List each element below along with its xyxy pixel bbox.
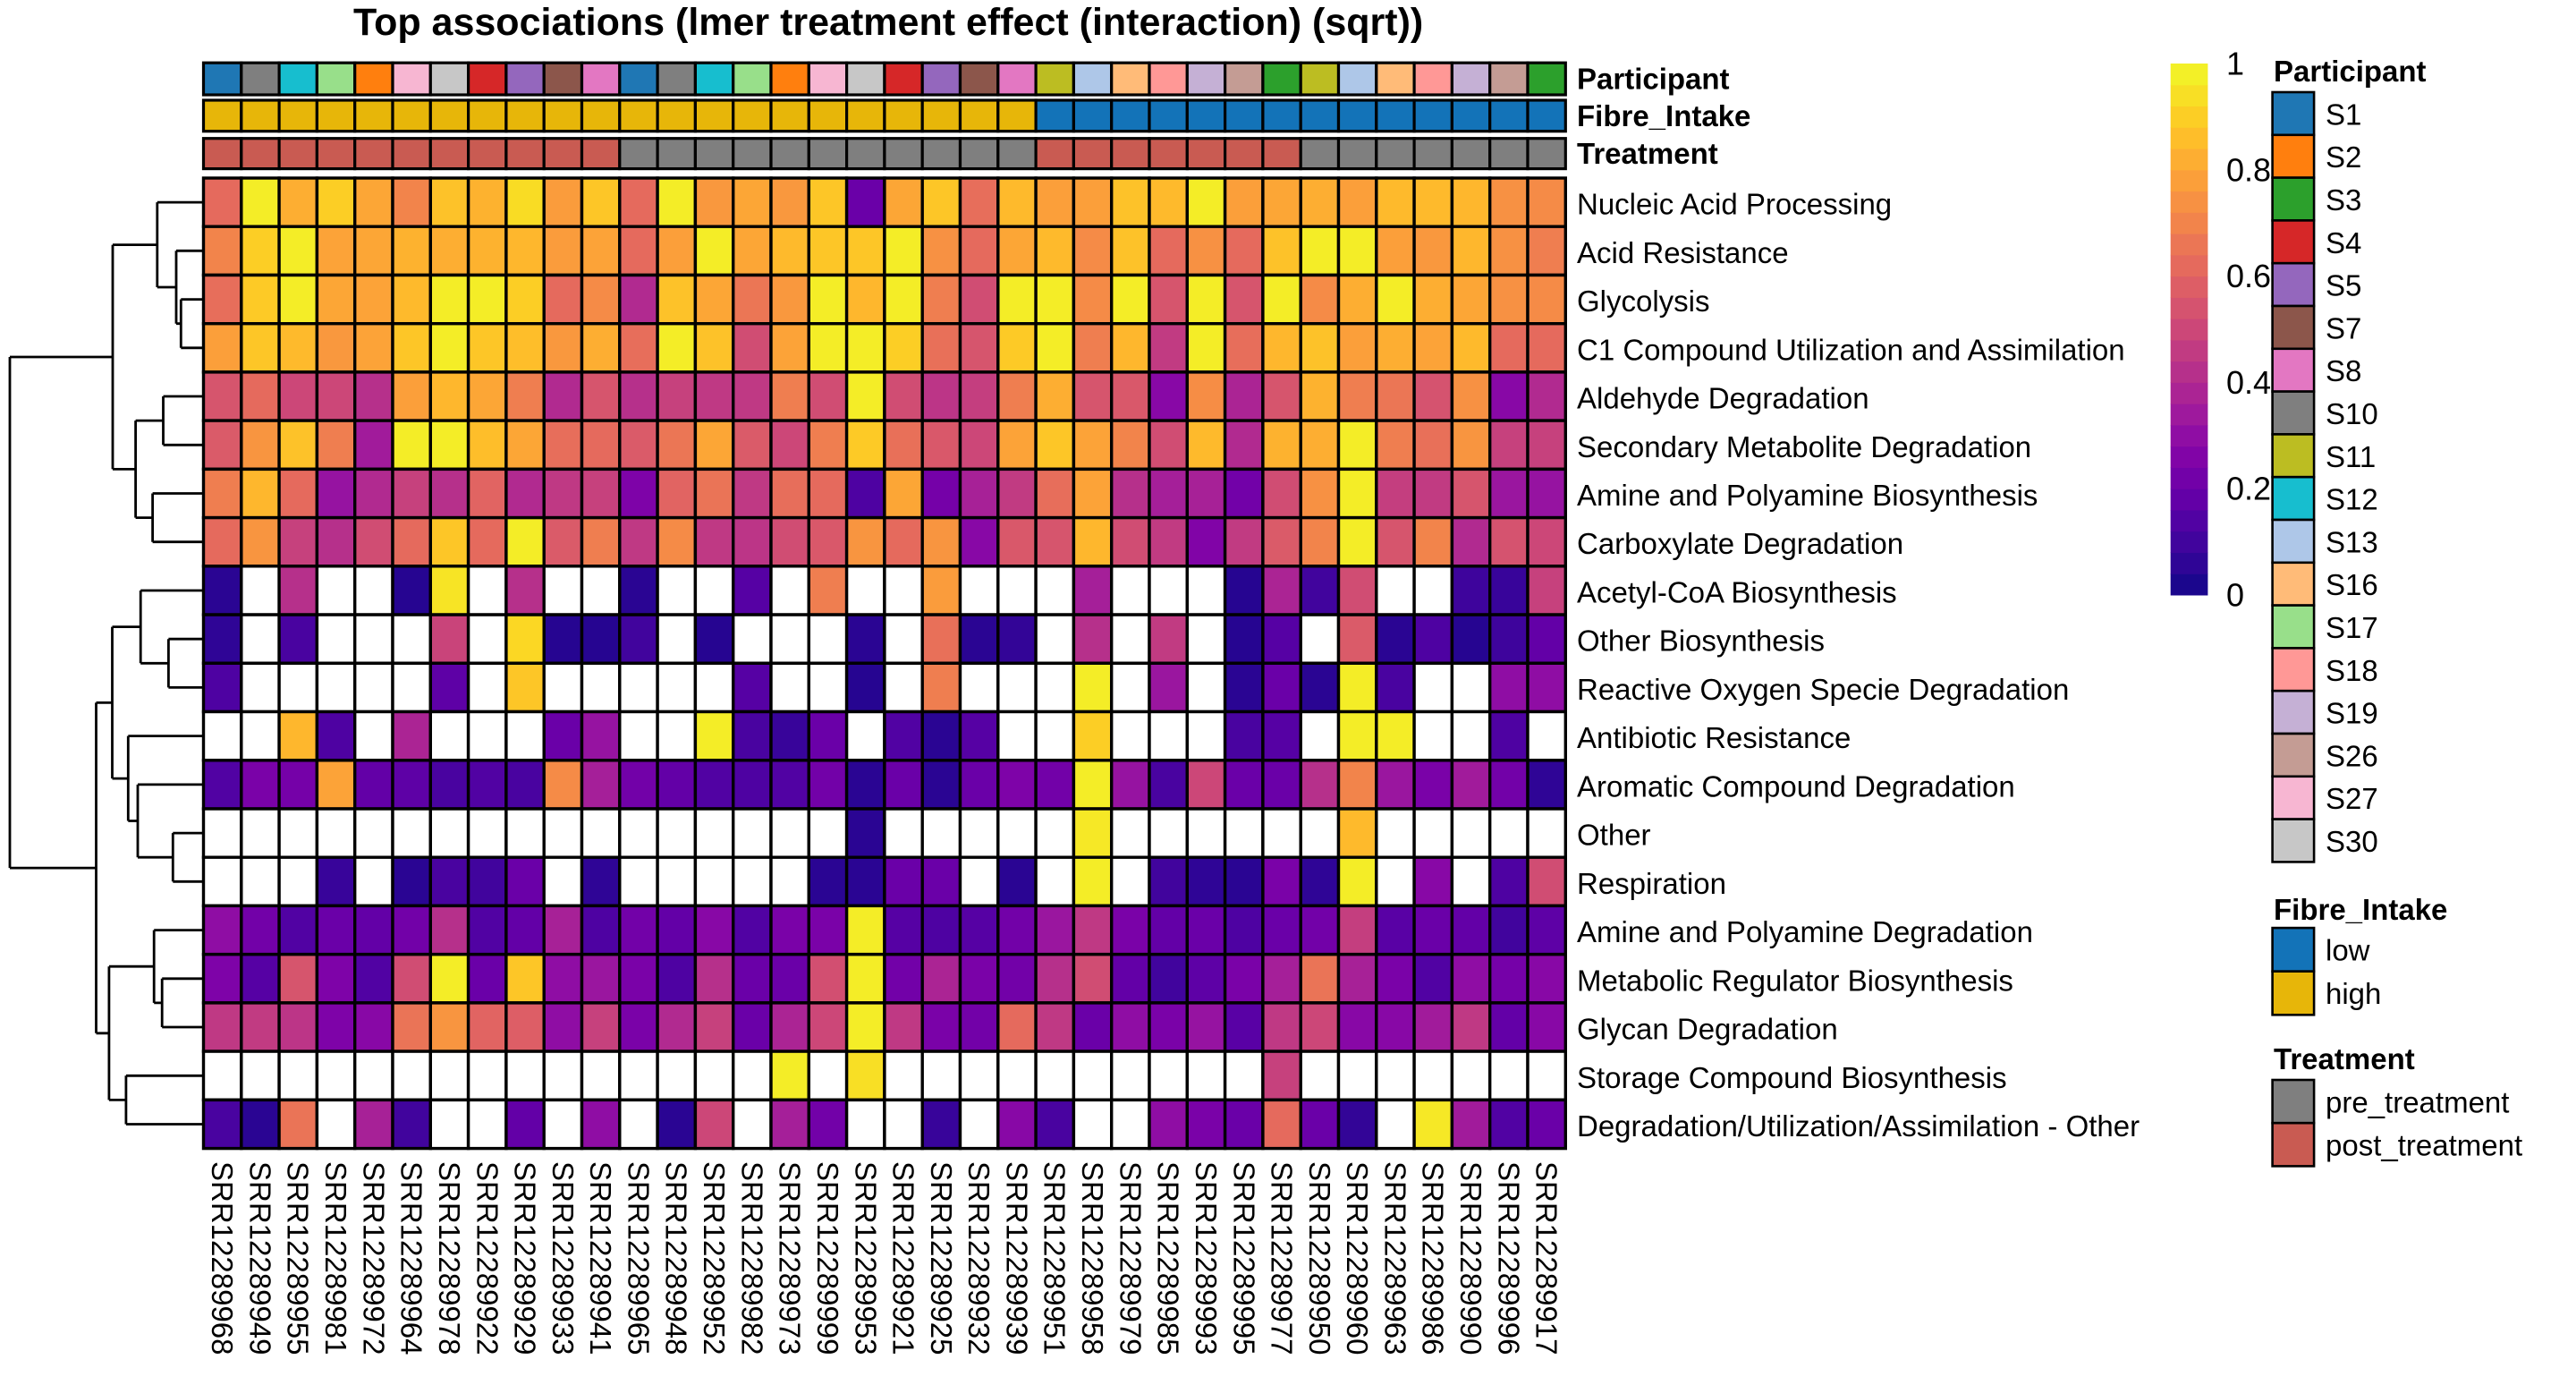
svg-text:Metabolic Regulator Biosynthes: Metabolic Regulator Biosynthesis xyxy=(1577,964,2013,997)
svg-text:SRR12289939: SRR12289939 xyxy=(1000,1161,1033,1355)
svg-text:SRR12289979: SRR12289979 xyxy=(1114,1161,1147,1355)
svg-text:S19: S19 xyxy=(2326,697,2378,730)
svg-text:0.4: 0.4 xyxy=(2226,364,2271,401)
svg-text:SRR12289968: SRR12289968 xyxy=(206,1161,239,1355)
svg-text:1: 1 xyxy=(2226,46,2244,82)
svg-text:Treatment: Treatment xyxy=(1577,137,1718,170)
svg-text:Degradation/Utilization/Assimi: Degradation/Utilization/Assimilation - O… xyxy=(1577,1109,2140,1143)
svg-text:SRR12289982: SRR12289982 xyxy=(735,1161,768,1355)
svg-text:Nucleic Acid Processing: Nucleic Acid Processing xyxy=(1577,188,1892,221)
svg-text:Aromatic Compound Degradation: Aromatic Compound Degradation xyxy=(1577,769,2015,803)
svg-text:Other Biosynthesis: Other Biosynthesis xyxy=(1577,625,1825,658)
svg-text:Reactive Oxygen Specie Degrada: Reactive Oxygen Specie Degradation xyxy=(1577,673,2069,706)
svg-text:SRR12289922: SRR12289922 xyxy=(470,1161,504,1355)
svg-text:Acid Resistance: Acid Resistance xyxy=(1577,236,1789,269)
svg-text:SRR12289981: SRR12289981 xyxy=(319,1161,352,1355)
svg-text:S30: S30 xyxy=(2326,825,2378,858)
svg-text:SRR12289958: SRR12289958 xyxy=(1076,1161,1109,1355)
svg-text:SRR12289993: SRR12289993 xyxy=(1190,1161,1223,1355)
svg-text:S26: S26 xyxy=(2326,739,2378,772)
svg-text:SRR12289941: SRR12289941 xyxy=(584,1161,617,1355)
svg-text:SRR12289972: SRR12289972 xyxy=(357,1161,390,1355)
svg-text:S8: S8 xyxy=(2326,354,2361,387)
svg-text:Fibre_Intake: Fibre_Intake xyxy=(1577,99,1750,132)
svg-text:SRR12289978: SRR12289978 xyxy=(433,1161,466,1355)
svg-text:SRR12289951: SRR12289951 xyxy=(1038,1161,1072,1355)
svg-text:SRR12289955: SRR12289955 xyxy=(282,1161,315,1355)
svg-text:S7: S7 xyxy=(2326,311,2361,344)
svg-text:Participant: Participant xyxy=(1577,63,1730,96)
svg-text:0.2: 0.2 xyxy=(2226,471,2271,507)
svg-text:S13: S13 xyxy=(2326,525,2378,558)
svg-text:S16: S16 xyxy=(2326,568,2378,601)
svg-text:SRR12289952: SRR12289952 xyxy=(698,1161,731,1355)
svg-text:0.6: 0.6 xyxy=(2226,258,2271,294)
svg-text:Carboxylate Degradation: Carboxylate Degradation xyxy=(1577,527,1903,560)
svg-text:S11: S11 xyxy=(2326,440,2376,473)
svg-text:SRR12289965: SRR12289965 xyxy=(623,1161,656,1355)
svg-text:S1: S1 xyxy=(2326,98,2361,131)
svg-text:S17: S17 xyxy=(2326,611,2378,644)
svg-text:SRR12289933: SRR12289933 xyxy=(547,1161,580,1355)
svg-text:SRR12289921: SRR12289921 xyxy=(887,1161,920,1355)
svg-text:Antibiotic Resistance: Antibiotic Resistance xyxy=(1577,721,1851,754)
svg-text:0.8: 0.8 xyxy=(2226,151,2271,188)
svg-text:SRR12289996: SRR12289996 xyxy=(1492,1161,1525,1355)
svg-text:Respiration: Respiration xyxy=(1577,867,1726,900)
svg-text:C1 Compound Utilization and As: C1 Compound Utilization and Assimilation xyxy=(1577,333,2125,366)
svg-text:SRR12289985: SRR12289985 xyxy=(1152,1161,1185,1355)
svg-text:SRR12289949: SRR12289949 xyxy=(243,1161,276,1355)
svg-text:SRR12289960: SRR12289960 xyxy=(1341,1161,1374,1355)
svg-text:SRR12289950: SRR12289950 xyxy=(1303,1161,1336,1355)
svg-text:Glycolysis: Glycolysis xyxy=(1577,285,1710,318)
svg-text:Treatment: Treatment xyxy=(2274,1042,2415,1075)
svg-text:0: 0 xyxy=(2226,577,2244,614)
svg-text:SRR12289932: SRR12289932 xyxy=(962,1161,996,1355)
svg-text:SRR12289948: SRR12289948 xyxy=(660,1161,693,1355)
svg-text:Glycan Degradation: Glycan Degradation xyxy=(1577,1013,1838,1046)
svg-text:Aldehyde Degradation: Aldehyde Degradation xyxy=(1577,382,1869,415)
svg-text:S27: S27 xyxy=(2326,782,2378,815)
svg-text:SRR12289995: SRR12289995 xyxy=(1227,1161,1260,1355)
svg-text:SRR12289990: SRR12289990 xyxy=(1454,1161,1487,1355)
svg-text:low: low xyxy=(2326,934,2370,967)
svg-text:S2: S2 xyxy=(2326,140,2361,174)
svg-text:Participant: Participant xyxy=(2274,55,2427,88)
svg-text:Acetyl-CoA Biosynthesis: Acetyl-CoA Biosynthesis xyxy=(1577,576,1897,609)
svg-text:pre_treatment: pre_treatment xyxy=(2326,1086,2509,1119)
svg-text:S12: S12 xyxy=(2326,483,2378,516)
svg-text:high: high xyxy=(2326,977,2381,1010)
svg-text:S3: S3 xyxy=(2326,183,2361,217)
svg-text:S18: S18 xyxy=(2326,654,2378,687)
svg-text:S10: S10 xyxy=(2326,397,2378,430)
svg-text:Secondary Metabolite Degradati: Secondary Metabolite Degradation xyxy=(1577,430,2031,463)
svg-text:SRR12289964: SRR12289964 xyxy=(395,1161,428,1355)
svg-text:SRR12289917: SRR12289917 xyxy=(1530,1161,1563,1355)
svg-text:post_treatment: post_treatment xyxy=(2326,1129,2522,1162)
svg-text:SRR12289929: SRR12289929 xyxy=(509,1161,542,1355)
svg-text:Other: Other xyxy=(1577,819,1651,852)
svg-text:Top associations (lmer treatme: Top associations (lmer treatment effect … xyxy=(353,1,1423,44)
svg-text:SRR12289925: SRR12289925 xyxy=(925,1161,958,1355)
svg-text:SRR12289977: SRR12289977 xyxy=(1266,1161,1299,1355)
svg-text:Amine and Polyamine Biosynthes: Amine and Polyamine Biosynthesis xyxy=(1577,479,2038,512)
svg-text:Storage Compound Biosynthesis: Storage Compound Biosynthesis xyxy=(1577,1061,2007,1094)
svg-text:SRR12289953: SRR12289953 xyxy=(849,1161,882,1355)
svg-text:S4: S4 xyxy=(2326,226,2361,259)
svg-text:Amine and Polyamine Degradatio: Amine and Polyamine Degradation xyxy=(1577,915,2033,948)
svg-text:SRR12289973: SRR12289973 xyxy=(774,1161,807,1355)
svg-text:S5: S5 xyxy=(2326,269,2361,302)
svg-text:SRR12289986: SRR12289986 xyxy=(1417,1161,1450,1355)
svg-text:Fibre_Intake: Fibre_Intake xyxy=(2274,893,2447,926)
svg-text:SRR12289999: SRR12289999 xyxy=(811,1161,844,1355)
svg-text:SRR12289963: SRR12289963 xyxy=(1378,1161,1411,1355)
